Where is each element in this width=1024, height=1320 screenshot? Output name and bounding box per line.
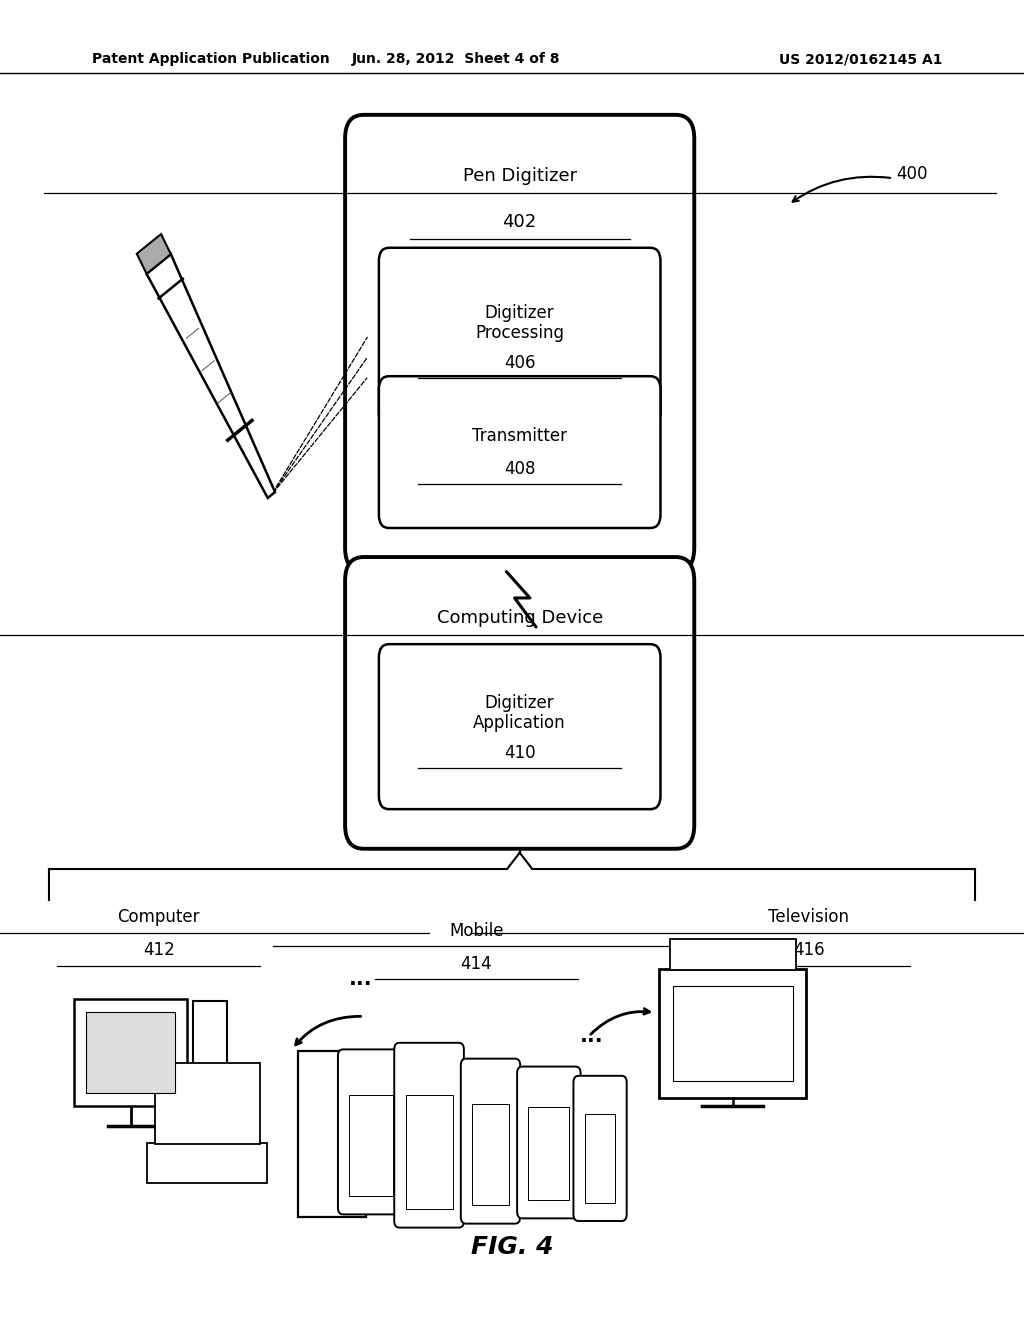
FancyBboxPatch shape bbox=[585, 1114, 615, 1203]
FancyBboxPatch shape bbox=[193, 1001, 227, 1129]
Text: Computer: Computer bbox=[118, 908, 200, 927]
Text: Transmitter: Transmitter bbox=[472, 428, 567, 445]
FancyBboxPatch shape bbox=[394, 1043, 464, 1228]
Text: Digitizer: Digitizer bbox=[485, 304, 554, 322]
Text: US 2012/0162145 A1: US 2012/0162145 A1 bbox=[778, 53, 942, 66]
Text: Digitizer: Digitizer bbox=[485, 694, 554, 711]
Text: Pen Digitizer: Pen Digitizer bbox=[463, 166, 577, 185]
FancyBboxPatch shape bbox=[147, 1143, 267, 1183]
Polygon shape bbox=[146, 255, 275, 498]
FancyBboxPatch shape bbox=[528, 1107, 569, 1200]
Text: 416: 416 bbox=[794, 941, 824, 960]
Text: 412: 412 bbox=[142, 941, 175, 960]
Text: Computing Device: Computing Device bbox=[436, 609, 603, 627]
Text: ...: ... bbox=[348, 969, 373, 990]
FancyBboxPatch shape bbox=[573, 1076, 627, 1221]
Text: Processing: Processing bbox=[475, 323, 564, 342]
Text: FIG. 4: FIG. 4 bbox=[471, 1236, 553, 1259]
FancyBboxPatch shape bbox=[74, 999, 187, 1106]
Polygon shape bbox=[137, 234, 171, 273]
Text: Patent Application Publication: Patent Application Publication bbox=[92, 53, 330, 66]
FancyBboxPatch shape bbox=[345, 115, 694, 572]
FancyBboxPatch shape bbox=[461, 1059, 520, 1224]
Text: ...: ... bbox=[580, 1026, 604, 1047]
Text: 406: 406 bbox=[504, 354, 536, 372]
FancyBboxPatch shape bbox=[472, 1104, 509, 1205]
FancyBboxPatch shape bbox=[406, 1096, 453, 1209]
FancyBboxPatch shape bbox=[379, 248, 660, 426]
Text: Mobile: Mobile bbox=[449, 921, 504, 940]
Text: 410: 410 bbox=[504, 744, 536, 762]
FancyBboxPatch shape bbox=[659, 969, 806, 1098]
Text: Application: Application bbox=[473, 714, 566, 731]
Text: 408: 408 bbox=[504, 461, 536, 478]
FancyBboxPatch shape bbox=[379, 376, 660, 528]
Text: Jun. 28, 2012  Sheet 4 of 8: Jun. 28, 2012 Sheet 4 of 8 bbox=[351, 53, 560, 66]
Text: 404: 404 bbox=[503, 655, 537, 673]
Text: Television: Television bbox=[768, 908, 850, 927]
FancyBboxPatch shape bbox=[673, 986, 793, 1081]
FancyBboxPatch shape bbox=[298, 1051, 366, 1217]
Text: 400: 400 bbox=[896, 165, 928, 183]
FancyBboxPatch shape bbox=[379, 644, 660, 809]
FancyBboxPatch shape bbox=[345, 557, 694, 849]
FancyBboxPatch shape bbox=[349, 1094, 393, 1196]
FancyBboxPatch shape bbox=[338, 1049, 404, 1214]
FancyBboxPatch shape bbox=[670, 939, 796, 970]
Text: 414: 414 bbox=[461, 954, 492, 973]
FancyBboxPatch shape bbox=[155, 1063, 260, 1144]
FancyBboxPatch shape bbox=[86, 1012, 175, 1093]
Text: 402: 402 bbox=[503, 213, 537, 231]
FancyBboxPatch shape bbox=[517, 1067, 581, 1218]
